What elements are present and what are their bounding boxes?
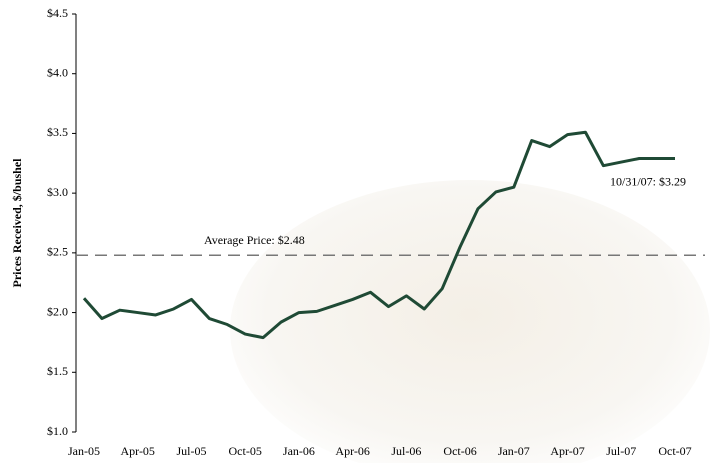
y-tick-label: $4.0 xyxy=(47,65,68,79)
average-label: Average Price: $2.48 xyxy=(204,233,305,247)
y-tick-label: $4.5 xyxy=(47,6,68,20)
y-tick-label: $3.0 xyxy=(47,185,68,199)
y-tick-label: $1.0 xyxy=(47,424,68,438)
x-tick-label: Oct-05 xyxy=(229,444,262,458)
x-tick-label: Apr-07 xyxy=(550,444,584,458)
background-glass xyxy=(230,180,710,463)
x-tick-label: Jan-05 xyxy=(68,444,100,458)
y-tick-label: $2.5 xyxy=(47,245,68,259)
y-tick-label: $2.0 xyxy=(47,304,68,318)
x-tick-label: Apr-05 xyxy=(121,444,155,458)
x-tick-label: Jul-06 xyxy=(391,444,421,458)
y-tick-label: $3.5 xyxy=(47,125,68,139)
price-line xyxy=(82,130,675,340)
y-tick-label: $1.5 xyxy=(47,364,68,378)
x-tick-label: Jul-07 xyxy=(606,444,636,458)
x-tick-label: Apr-06 xyxy=(335,444,369,458)
x-tick-label: Oct-06 xyxy=(443,444,476,458)
x-tick-label: Jan-07 xyxy=(498,444,530,458)
x-tick-label: Jul-05 xyxy=(176,444,206,458)
last-value-annotation: 10/31/07: $3.29 xyxy=(610,174,686,188)
x-tick-label: Jan-06 xyxy=(283,444,315,458)
x-tick-label: Oct-07 xyxy=(658,444,691,458)
y-axis-label: Prices Received, $/bushel xyxy=(10,158,24,288)
